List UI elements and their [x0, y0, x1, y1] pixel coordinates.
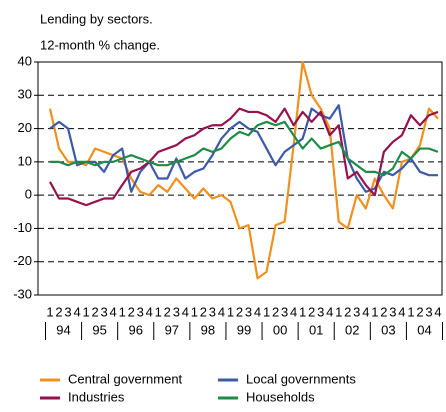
year-label: 01 [309, 322, 323, 337]
x-tick-label: 4 [182, 304, 189, 319]
year-label: 96 [128, 322, 142, 337]
x-tick-label: 3 [101, 304, 108, 319]
year-label: 99 [237, 322, 251, 337]
year-label: 95 [92, 322, 106, 337]
series-line [48, 60, 439, 280]
year-label: 97 [165, 322, 179, 337]
x-tick-label: 3 [64, 304, 71, 319]
x-tick-label: 4 [73, 304, 80, 319]
x-tick-label: 2 [236, 304, 243, 319]
x-tick-label: 2 [344, 304, 351, 319]
x-tick-label: 2 [91, 304, 98, 319]
x-tick-label: 4 [326, 304, 333, 319]
x-tick-label: 4 [254, 304, 261, 319]
x-tick-label: 2 [200, 304, 207, 319]
x-tick-label: 1 [119, 304, 126, 319]
x-tick-label: 4 [398, 304, 405, 319]
x-tick-label: 2 [164, 304, 171, 319]
x-tick-label: 3 [281, 304, 288, 319]
x-tick-label: 2 [416, 304, 423, 319]
series-line [49, 107, 439, 207]
x-tick-label: 3 [245, 304, 252, 319]
y-tick-label: -20 [13, 253, 32, 268]
chart-subtitle: 12-month % change. [40, 37, 160, 52]
year-label: 03 [381, 322, 395, 337]
y-tick-label: 40 [18, 53, 32, 68]
x-tick-label: 2 [380, 304, 387, 319]
legend-label: Central government [68, 371, 183, 386]
y-tick-label: 0 [25, 187, 32, 202]
year-label: 00 [273, 322, 287, 337]
x-tick-label: 3 [173, 304, 180, 319]
x-tick-label: 1 [371, 304, 378, 319]
x-tick-label: 1 [191, 304, 198, 319]
year-label: 94 [56, 322, 70, 337]
y-tick-label: 20 [18, 120, 32, 135]
x-tick-label: 4 [362, 304, 369, 319]
y-tick-label: -30 [13, 286, 32, 301]
x-tick-label: 4 [110, 304, 117, 319]
year-label: 02 [345, 322, 359, 337]
x-tick-label: 2 [272, 304, 279, 319]
chart-title: Lending by sectors. [40, 11, 153, 26]
y-tick-label: 30 [18, 87, 32, 102]
x-tick-label: 1 [227, 304, 234, 319]
x-tick-label: 4 [290, 304, 297, 319]
series-line [49, 104, 438, 193]
x-tick-label: 2 [55, 304, 62, 319]
x-tick-label: 1 [46, 304, 53, 319]
x-tick-label: 1 [263, 304, 270, 319]
x-tick-label: 4 [218, 304, 225, 319]
y-tick-label: -10 [13, 220, 32, 235]
x-tick-label: 2 [308, 304, 315, 319]
x-tick-label: 1 [82, 304, 89, 319]
x-tick-label: 3 [209, 304, 216, 319]
x-tick-label: 1 [335, 304, 342, 319]
x-tick-label: 3 [389, 304, 396, 319]
legend-label: Local governments [246, 371, 356, 386]
x-tick-label: 1 [407, 304, 414, 319]
x-tick-label: 1 [155, 304, 162, 319]
x-tick-label: 1 [299, 304, 306, 319]
x-tick-label: 3 [137, 304, 144, 319]
x-tick-label: 3 [317, 304, 324, 319]
plot-frame [37, 61, 443, 296]
series-line [50, 120, 439, 177]
legend-label: Households [246, 389, 315, 404]
legend-label: Industries [68, 389, 125, 404]
year-label: 04 [417, 322, 431, 337]
y-tick-label: 10 [18, 153, 32, 168]
x-tick-label: 4 [146, 304, 153, 319]
x-tick-label: 4 [434, 304, 441, 319]
year-label: 98 [201, 322, 215, 337]
x-tick-label: 3 [425, 304, 432, 319]
x-tick-label: 3 [353, 304, 360, 319]
x-tick-label: 2 [128, 304, 135, 319]
